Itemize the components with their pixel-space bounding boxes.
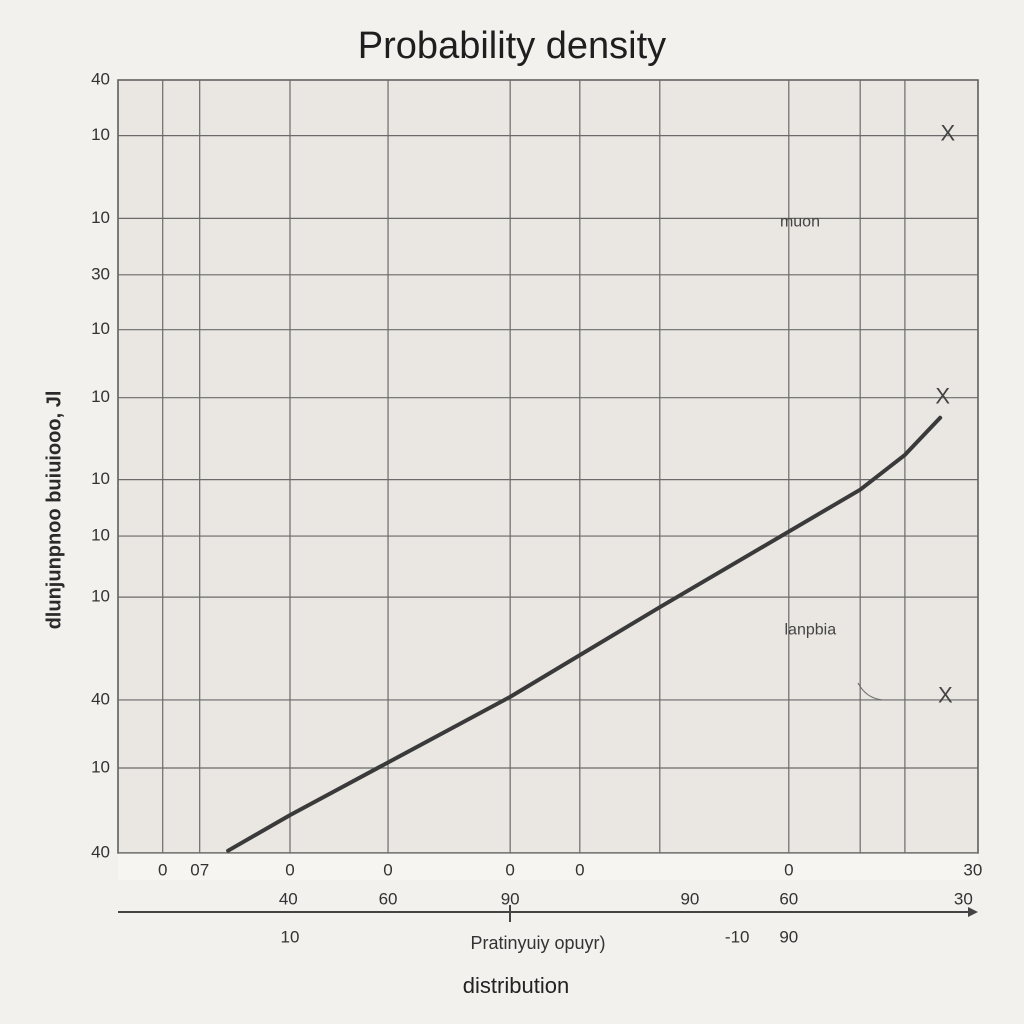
y-tick-label: 10 — [91, 208, 110, 227]
y-axis-label: dlunjunpnoo buiuiooo, Jl — [43, 391, 65, 630]
x-tick-label: 60 — [779, 889, 798, 908]
x-tick-label: 40 — [279, 889, 298, 908]
x-tick-label: 90 — [779, 927, 798, 946]
y-tick-label: 30 — [91, 264, 110, 283]
x-tick-label: 0 — [505, 860, 514, 879]
x-tick-label: 0 — [575, 860, 584, 879]
plot-area — [117, 79, 979, 854]
x-tick-label: 90 — [680, 889, 699, 908]
annotation: X — [938, 683, 953, 708]
y-tick-label: 10 — [91, 587, 110, 606]
x-tick-label: 0 — [285, 860, 294, 879]
chart-title: Probability density — [358, 25, 666, 67]
y-tick-label: 10 — [91, 319, 110, 338]
data-line — [226, 415, 943, 853]
annotation: muon — [780, 213, 820, 230]
x-tick-label: -10 — [725, 927, 750, 946]
tick-strip — [118, 853, 978, 880]
x-axis-sublabel: Pratinyuiy opuyr) — [470, 933, 605, 953]
x-tick-label: 30 — [963, 860, 982, 879]
annotation: lanpbia — [784, 622, 836, 639]
x-tick-label: 30 — [954, 889, 973, 908]
x-tick-label: 90 — [501, 889, 520, 908]
y-tick-label: 10 — [91, 125, 110, 144]
x-axis-label: distribution — [463, 973, 569, 998]
x-tick-label: 0 — [383, 860, 392, 879]
y-tick-label: 10 — [91, 469, 110, 488]
annotation: X — [935, 384, 950, 409]
y-tick-label: 10 — [91, 526, 110, 545]
x-tick-label: 10 — [281, 927, 300, 946]
x-tick-label: 0 — [158, 860, 167, 879]
y-tick-label: 40 — [91, 69, 110, 88]
y-tick-label: 10 — [91, 757, 110, 776]
x-tick-label: 60 — [379, 889, 398, 908]
y-tick-label: 40 — [91, 842, 110, 861]
x-tick-label: 07 — [190, 860, 209, 879]
x-tick-label: 0 — [784, 860, 793, 879]
axis-arrow — [968, 907, 978, 917]
annotation: X — [941, 121, 956, 146]
y-tick-label: 10 — [91, 387, 110, 406]
y-tick-label: 40 — [91, 689, 110, 708]
